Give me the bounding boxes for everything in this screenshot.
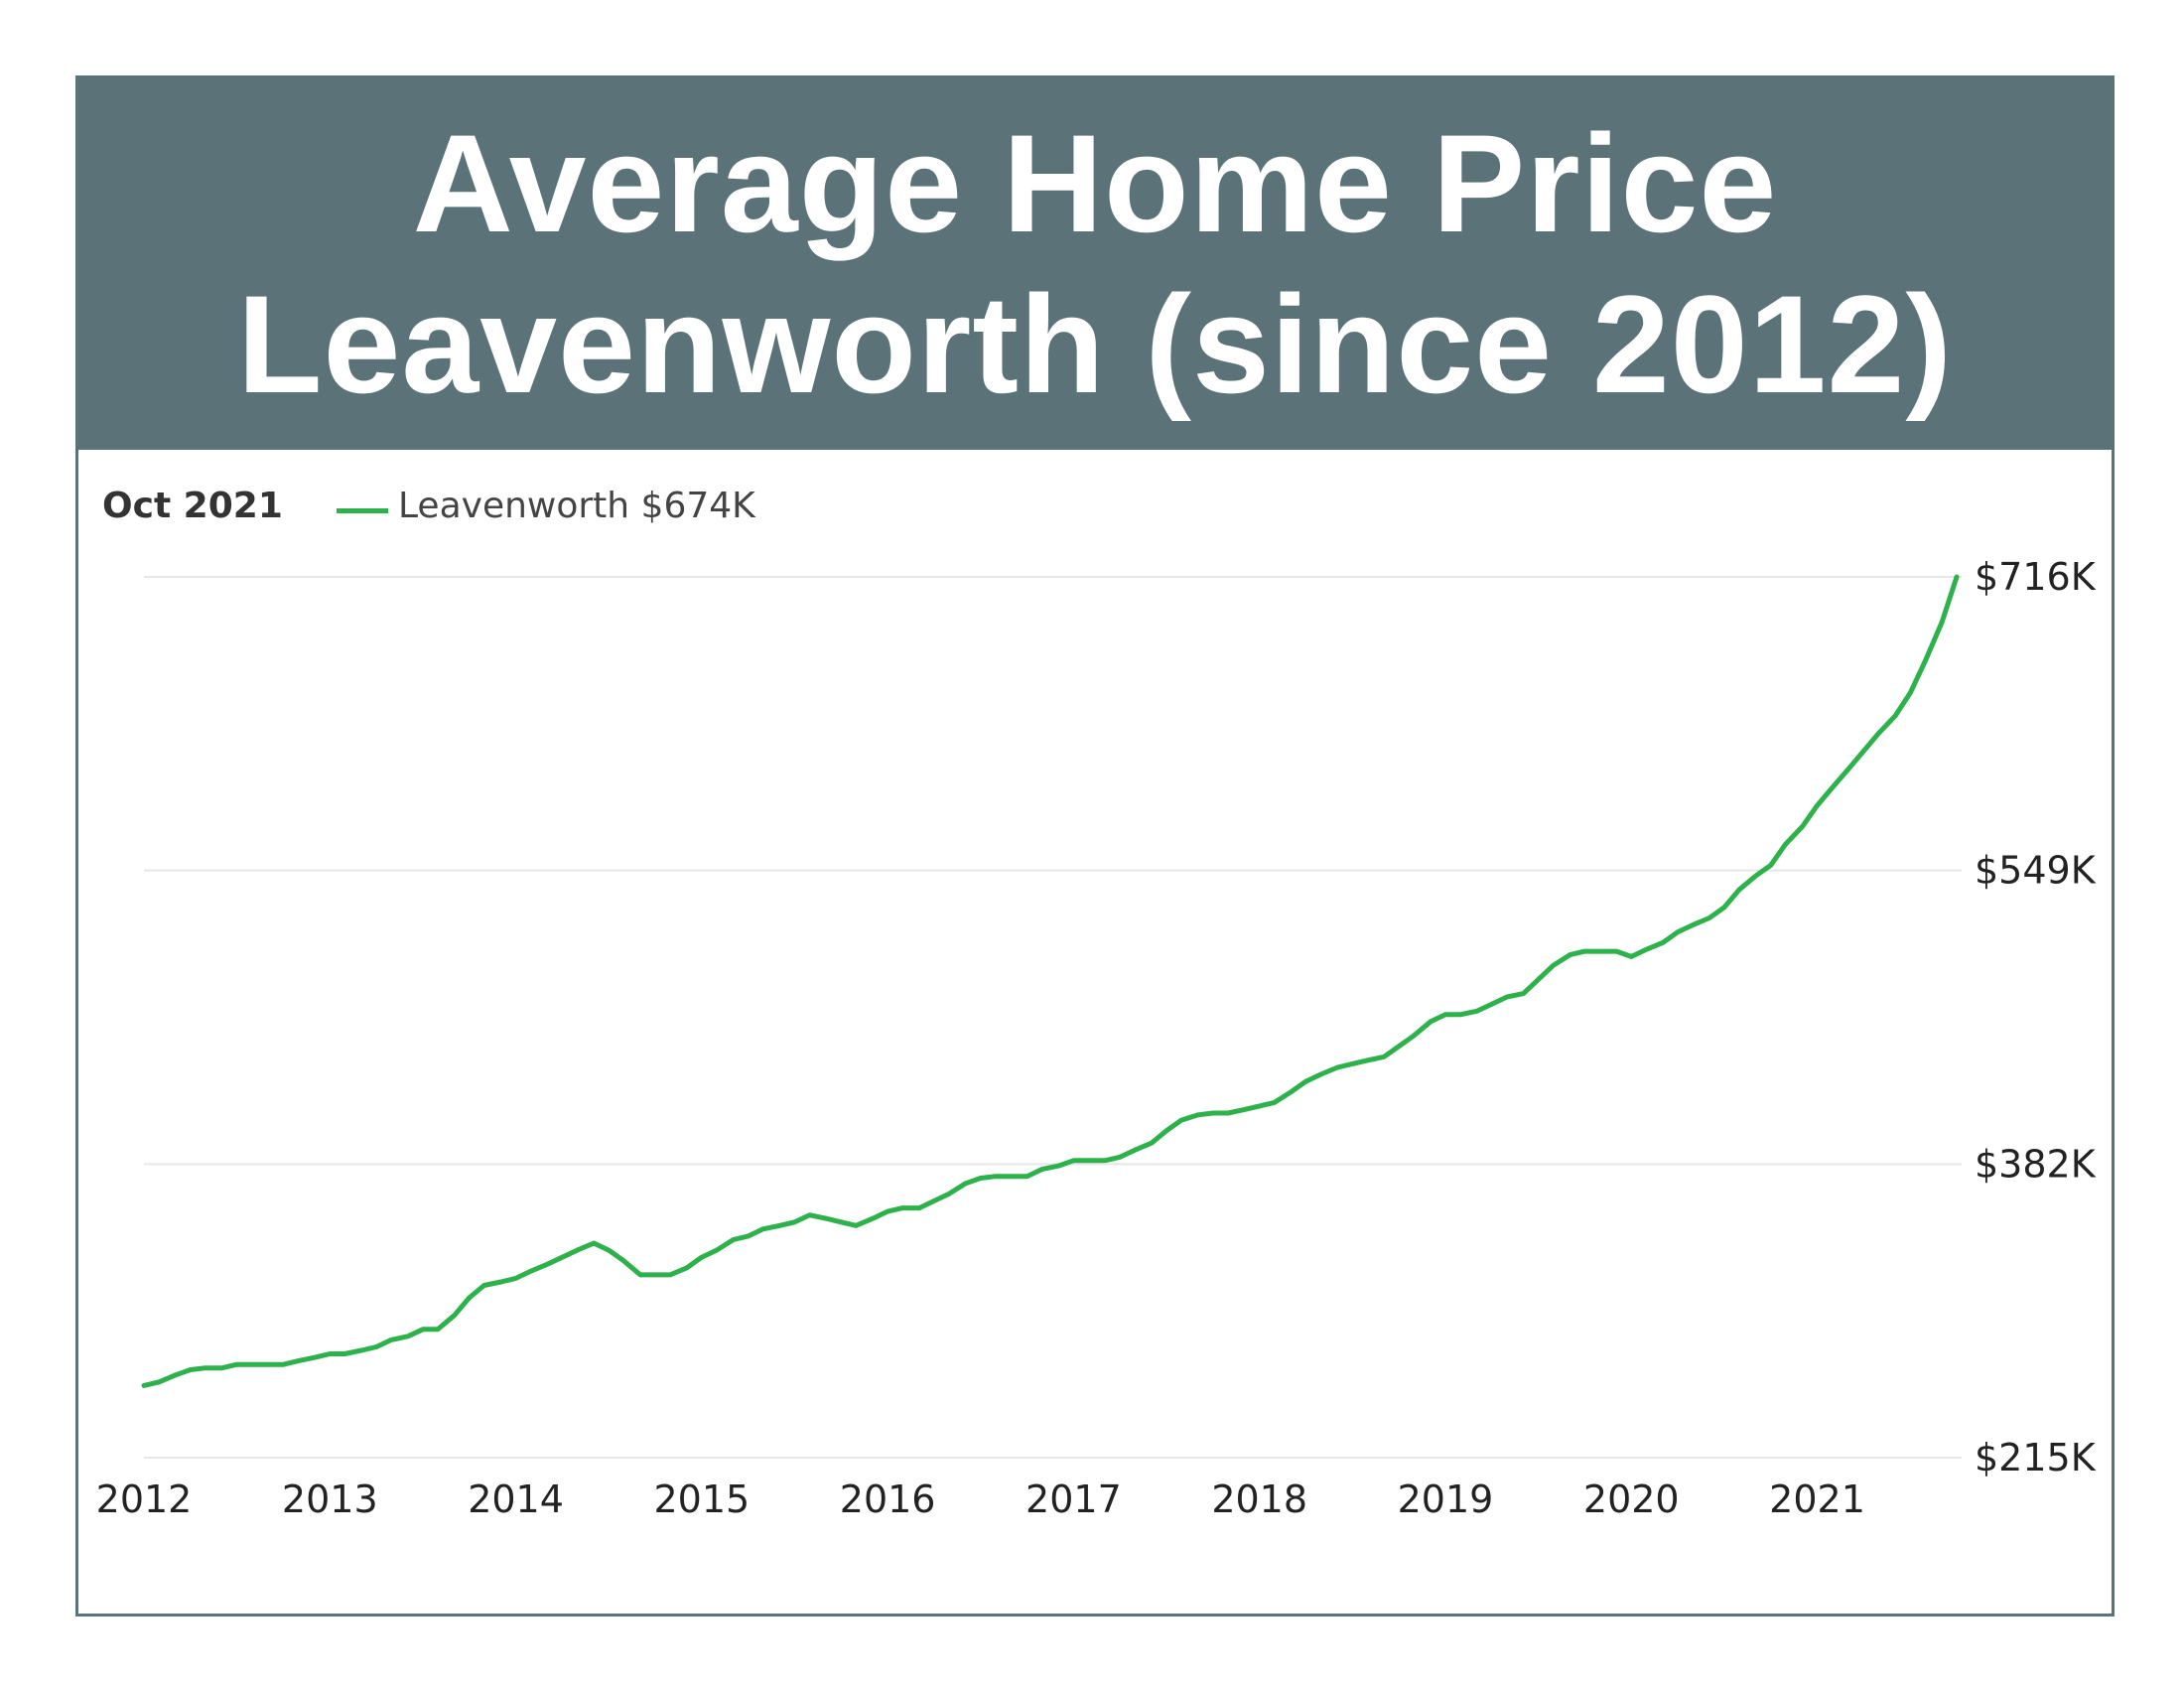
series-line-leavenworth	[141, 574, 1960, 1388]
x-tick-label: 2019	[1398, 1477, 1494, 1521]
x-tick-label: 2012	[96, 1477, 193, 1521]
chart-area: Oct 2021 Leavenworth $674K $215K $382K $54…	[78, 450, 2112, 1617]
x-tick-label: 2017	[1025, 1477, 1122, 1521]
x-tick-label: 2013	[282, 1477, 378, 1521]
line-chart: $215K$382K$549K$716K 2012 2013 2014 2015 201…	[96, 555, 2097, 1521]
x-tick-label: 2015	[653, 1477, 750, 1521]
y-tick-label: $382K	[1975, 1142, 2097, 1186]
title-line-2: Leavenworth (since 2012)	[237, 266, 1953, 422]
x-axis-tick-labels: 2012 2013 2014 2015 2016 2017 2018 2019 2020 2021	[96, 1477, 1865, 1521]
legend-date: Oct 2021	[102, 486, 283, 526]
x-tick-label: 2021	[1769, 1477, 1865, 1521]
chart-frame: Average Home Price Leavenworth (since 20…	[75, 75, 2115, 1617]
x-tick-label: 2014	[468, 1477, 564, 1521]
x-tick-label: 2016	[840, 1477, 936, 1521]
title-banner: Average Home Price Leavenworth (since 20…	[78, 78, 2112, 450]
y-tick-label: $215K	[1975, 1436, 2097, 1479]
series-lines	[141, 574, 1960, 1388]
y-tick-label: $716K	[1975, 555, 2097, 599]
legend-series-label: Leavenworth $674K	[398, 486, 755, 526]
y-tick-label: $549K	[1975, 849, 2097, 893]
legend-swatch	[337, 508, 388, 513]
title-line-1: Average Home Price	[412, 105, 1778, 261]
y-axis-tick-labels: $215K $382K $549K $716K	[1975, 555, 2097, 1479]
x-tick-label: 2018	[1211, 1477, 1307, 1521]
gridlines	[144, 576, 1962, 1459]
x-tick-label: 2020	[1583, 1477, 1680, 1521]
